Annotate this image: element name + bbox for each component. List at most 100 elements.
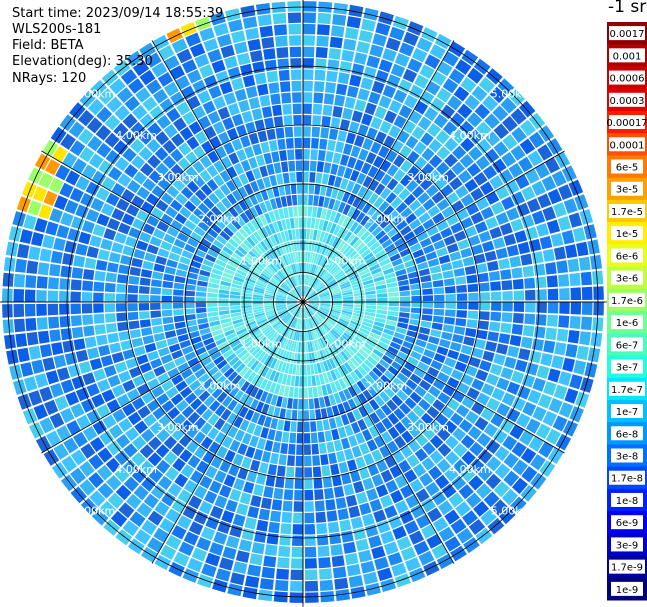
ppi-cell <box>304 286 308 297</box>
ppi-cell <box>265 266 275 276</box>
ppi-cell <box>265 475 276 487</box>
ppi-cell <box>317 254 324 266</box>
ppi-cell <box>180 464 195 478</box>
ppi-cell <box>493 429 508 444</box>
ppi-cell <box>122 379 136 393</box>
ppi-cell <box>311 252 316 264</box>
ppi-cell <box>583 224 597 240</box>
ppi-cell <box>199 155 212 169</box>
ppi-cell <box>433 308 445 316</box>
ppi-cell <box>587 239 600 255</box>
ppi-cell <box>420 132 434 146</box>
ppi-cell <box>304 535 316 546</box>
ppi-cell <box>297 319 301 330</box>
ppi-cell <box>150 295 161 302</box>
ppi-cell <box>303 103 312 114</box>
ppi-cell <box>298 342 301 353</box>
ppi-cell <box>289 317 296 327</box>
ppi-cell <box>89 358 103 371</box>
ppi-cell <box>318 442 327 454</box>
ppi-cell <box>190 398 203 411</box>
ppi-cell <box>165 466 179 481</box>
ppi-cell <box>412 463 427 478</box>
ppi-cell <box>442 121 458 136</box>
ppi-cell <box>289 328 295 340</box>
ppi-cell <box>128 78 144 94</box>
ppi-cell <box>567 258 580 273</box>
ppi-cell <box>456 302 468 310</box>
ppi-cell <box>264 303 275 307</box>
ppi-cell <box>163 273 175 282</box>
ppi-cell <box>287 296 298 301</box>
ppi-cell <box>239 262 250 271</box>
ppi-cell <box>84 257 97 269</box>
ppi-cell <box>36 276 48 289</box>
ppi-cell <box>251 542 265 555</box>
ppi-cell <box>219 557 234 571</box>
ppi-cell <box>399 174 412 187</box>
ppi-cell <box>267 464 278 476</box>
ppi-cell <box>163 81 179 97</box>
ppi-cell <box>316 267 323 277</box>
ppi-cell <box>68 121 85 138</box>
ppi-cell <box>473 172 488 186</box>
ppi-cell <box>303 12 316 24</box>
ppi-cell <box>153 263 165 273</box>
ppi-cell <box>269 235 277 246</box>
ppi-cell <box>558 371 572 386</box>
ppi-cell <box>128 227 141 239</box>
ppi-cell <box>308 299 320 302</box>
ppi-cell <box>500 269 512 280</box>
ppi-cell <box>456 404 470 418</box>
ppi-cell <box>521 186 536 201</box>
ppi-cell <box>372 348 384 358</box>
ppi-cell <box>196 460 209 474</box>
ppi-cell <box>283 281 292 290</box>
ppi-cell <box>480 206 494 220</box>
ppi-cell <box>166 107 181 123</box>
ppi-cell <box>313 328 319 339</box>
ppi-cell <box>222 349 234 359</box>
azimuth-spoke <box>41 301 304 454</box>
ppi-cell <box>467 67 484 84</box>
ppi-cell <box>345 180 355 193</box>
ppi-cell <box>284 362 290 374</box>
ppi-cell <box>230 339 241 349</box>
ppi-cell <box>258 508 270 521</box>
ppi-cell <box>327 521 340 534</box>
ppi-cell <box>266 187 275 199</box>
ppi-cell <box>388 297 399 302</box>
ppi-cell <box>326 510 338 522</box>
ppi-cell <box>149 421 164 435</box>
ppi-cell <box>517 241 531 255</box>
ppi-cell <box>202 100 216 115</box>
ppi-cell <box>291 229 296 240</box>
ppi-cell <box>431 491 447 506</box>
ppi-cell <box>405 557 421 572</box>
ppi-cell <box>499 222 513 236</box>
ppi-cell <box>293 275 298 286</box>
ppi-cell <box>322 372 330 384</box>
ppi-cell <box>502 115 518 132</box>
ppi-cell <box>249 344 259 354</box>
ppi-cell <box>214 418 226 431</box>
ppi-cell <box>290 317 296 328</box>
ppi-cell <box>400 207 413 219</box>
ppi-cell <box>410 504 425 519</box>
ppi-cell <box>339 519 352 532</box>
ppi-cell <box>188 495 203 510</box>
ppi-cell <box>258 589 273 602</box>
ppi-cell <box>258 277 269 284</box>
ppi-cell <box>45 221 59 236</box>
ppi-cell <box>314 314 322 324</box>
ppi-cell <box>348 274 360 281</box>
ppi-cell <box>405 379 418 391</box>
ppi-cell <box>287 303 298 306</box>
ppi-cell <box>255 388 264 400</box>
ppi-cell <box>269 345 278 356</box>
ppi-cell <box>307 306 315 314</box>
ppi-cell <box>300 285 303 297</box>
ppi-cell <box>151 385 165 398</box>
ppi-cell <box>334 325 344 334</box>
ppi-cell <box>241 456 252 469</box>
